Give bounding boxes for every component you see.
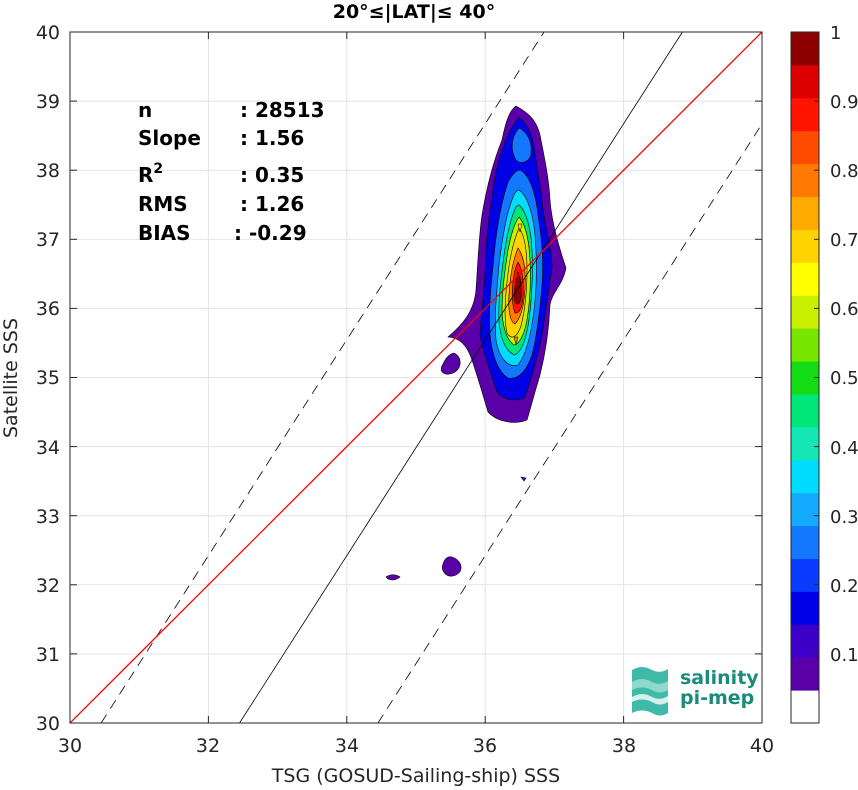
colorbar-segment xyxy=(791,657,819,691)
colorbar-segment xyxy=(791,130,819,165)
logo-text-pimep: pi-mep xyxy=(680,687,754,709)
stat-r2-superscript: 2 xyxy=(153,161,163,177)
stat-bias-label: BIAS xyxy=(138,221,191,245)
stat-n-value: : 28513 xyxy=(240,98,325,122)
stat-n-label: n xyxy=(138,98,152,122)
colorbar-tick-label: 0.8 xyxy=(830,161,858,182)
y-tick-label: 39 xyxy=(36,91,60,113)
colorbar-tick-label: 0.3 xyxy=(830,507,858,528)
y-tick-labels: 30 31 32 33 34 35 36 37 38 39 40 xyxy=(36,22,60,735)
x-tick-label: 36 xyxy=(473,735,497,757)
x-tick-label: 34 xyxy=(335,735,359,757)
stat-r2-value: : 0.35 xyxy=(240,163,304,187)
chart-title: 20°≤|LAT|≤ 40° xyxy=(333,1,496,23)
contour-level-1 xyxy=(440,352,461,375)
contour-level-1 xyxy=(442,556,462,577)
colorbar-segment xyxy=(791,558,819,592)
grid-lines xyxy=(69,31,763,724)
colorbar-frame xyxy=(790,31,820,724)
colorbar-segment xyxy=(791,229,819,263)
stat-slope-value: : 1.56 xyxy=(240,126,304,150)
y-tick-label: 32 xyxy=(36,575,60,597)
one-to-one-line xyxy=(70,32,762,723)
colorbar-tick-label: 1 xyxy=(830,23,841,44)
stats-block: n : 28513 Slope : 1.56 R2 : 0.35 RMS : 1… xyxy=(138,98,325,245)
density-contours xyxy=(385,105,567,581)
colorbar-segment xyxy=(791,328,819,362)
colorbar-segment xyxy=(791,262,819,296)
stat-rms-label: RMS xyxy=(138,192,188,216)
y-axis-label: Satellite SSS xyxy=(0,318,22,438)
colorbar xyxy=(791,31,819,724)
x-tick-label: 30 xyxy=(58,735,82,757)
contour-level-1 xyxy=(385,574,401,581)
x-tick-labels: 30 32 34 36 38 40 xyxy=(58,735,774,757)
y-tick-label: 31 xyxy=(36,644,60,666)
reference-lines xyxy=(70,32,762,723)
dashed-bound-line xyxy=(100,32,545,723)
colorbar-tick-label: 0.2 xyxy=(830,576,858,597)
colorbar-segment xyxy=(791,32,819,66)
colorbar-tick-label: 0.1 xyxy=(830,645,858,666)
colorbar-tick-label: 0.7 xyxy=(830,230,858,251)
y-tick-label: 37 xyxy=(36,229,60,251)
stat-slope-label: Slope xyxy=(138,126,201,150)
logo-wave-icon-layer xyxy=(632,694,668,705)
x-tick-label: 40 xyxy=(750,735,774,757)
colorbar-segment xyxy=(791,492,819,527)
colorbar-segment xyxy=(791,426,819,461)
colorbar-segment xyxy=(791,459,819,494)
x-tick-label: 32 xyxy=(196,735,220,757)
y-tick-label: 40 xyxy=(36,22,60,44)
salinity-pimep-logo: salinity pi-mep xyxy=(632,667,759,716)
colorbar-tick-labels: 0.1 0.2 0.3 0.4 0.5 0.6 0.7 0.8 0.9 1 xyxy=(830,23,858,666)
logo-text-salinity: salinity xyxy=(680,667,759,689)
contour-local-max xyxy=(513,336,519,346)
contour-level-3 xyxy=(511,127,532,163)
stat-r2-label: R2 xyxy=(138,161,163,187)
colorbar-segment xyxy=(791,624,819,658)
colorbar-segment xyxy=(791,97,819,132)
colorbar-segment xyxy=(791,393,819,428)
y-tick-label: 33 xyxy=(36,506,60,528)
x-axis-label: TSG (GOSUD-Sailing-ship) SSS xyxy=(271,765,560,787)
x-tick-label: 38 xyxy=(612,735,636,757)
colorbar-segment xyxy=(791,64,819,99)
colorbar-tick-label: 0.4 xyxy=(830,438,858,459)
colorbar-segment xyxy=(791,196,819,230)
colorbar-tick-label: 0.9 xyxy=(830,92,858,113)
contour-local-max xyxy=(517,223,523,233)
stat-rms-value: : 1.26 xyxy=(240,192,304,216)
logo-wave-icon-layer xyxy=(632,679,668,693)
axis-ticks xyxy=(69,31,763,724)
stat-bias-value: : -0.29 xyxy=(234,221,307,245)
y-tick-label: 30 xyxy=(36,713,60,735)
colorbar-tick-label: 0.6 xyxy=(830,299,858,320)
regression-fit-line xyxy=(239,32,683,723)
y-tick-label: 36 xyxy=(36,298,60,320)
colorbar-segment xyxy=(791,295,819,329)
y-tick-label: 35 xyxy=(36,367,60,389)
colorbar-segment xyxy=(791,690,819,724)
colorbar-tick-label: 0.5 xyxy=(830,368,858,389)
y-tick-label: 38 xyxy=(36,160,60,182)
colorbar-segment xyxy=(791,525,819,559)
contour-level-1 xyxy=(520,476,527,482)
colorbar-segment xyxy=(791,591,819,625)
y-tick-label: 34 xyxy=(36,437,60,459)
colorbar-segment xyxy=(791,163,819,198)
